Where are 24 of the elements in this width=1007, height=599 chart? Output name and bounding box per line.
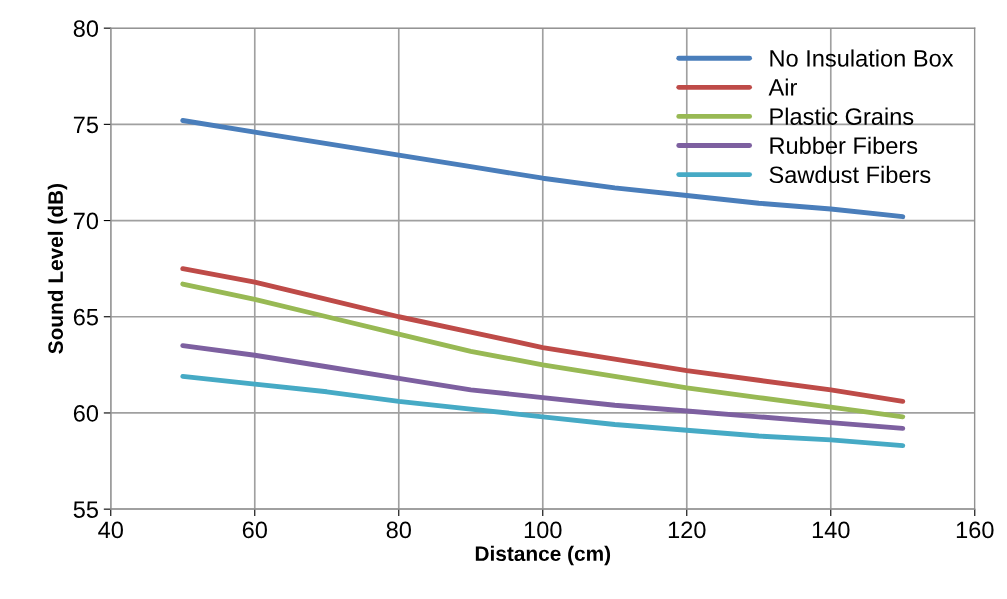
x-tick-label: 40 (98, 521, 123, 539)
y-axis-title: Sound Level (dB) (47, 184, 68, 354)
x-tick-label: 160 (956, 521, 994, 539)
x-tick-label: 60 (242, 521, 267, 539)
legend-label: Plastic Grains (770, 107, 914, 125)
x-tick-label: 80 (386, 521, 411, 539)
y-tick-label: 70 (73, 212, 99, 230)
y-tick-label: 65 (73, 308, 98, 326)
line-series (180, 266, 906, 404)
y-tick-label: 55 (73, 501, 98, 518)
y-tick-label: 75 (73, 116, 98, 134)
line-series (180, 281, 906, 420)
x-tick-label: 140 (812, 521, 850, 539)
y-tick-label: 60 (73, 405, 99, 422)
x-tick-label: 120 (668, 521, 706, 539)
legend-label: Sawdust Fibers (769, 165, 931, 184)
legend-label: No Insulation Box (770, 49, 954, 67)
y-tick-label: 80 (73, 20, 99, 37)
line-series (180, 373, 906, 449)
x-axis-title: Distance (cm) (475, 545, 611, 566)
x-tick-label: 100 (524, 521, 562, 539)
line-series (180, 343, 906, 431)
legend-label: Rubber Fibers (770, 136, 918, 155)
legend-label: Air (768, 78, 797, 96)
